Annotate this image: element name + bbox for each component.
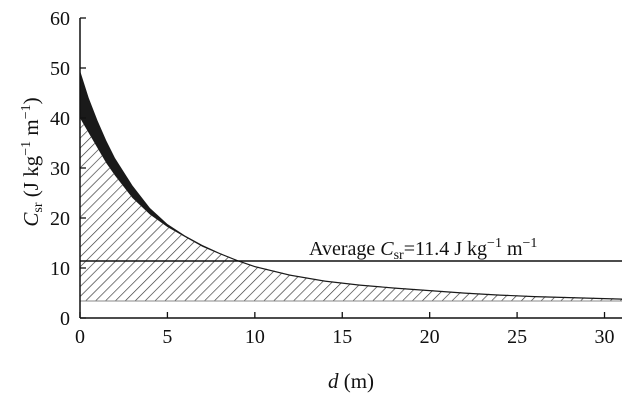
x-tick-label: 25 <box>507 326 527 348</box>
x-tick-label: 30 <box>595 326 615 348</box>
x-tick-label: 20 <box>420 326 440 348</box>
y-ticks: 0 10 20 30 40 50 60 <box>50 8 86 330</box>
x-tick-label: 5 <box>162 326 172 348</box>
y-tick-label: 10 <box>50 258 70 280</box>
x-ticks: 0 5 10 15 20 25 30 <box>75 312 615 348</box>
y-tick-label: 20 <box>50 208 70 230</box>
plot-area: Average Csr=11.4 J kg−1 m−1 <box>80 70 622 302</box>
x-tick-label: 10 <box>245 326 265 348</box>
y-tick-label: 40 <box>50 108 70 130</box>
average-label: Average Csr=11.4 J kg−1 m−1 <box>309 236 537 263</box>
y-tick-label: 0 <box>60 308 70 330</box>
y-tick-label: 60 <box>50 8 70 30</box>
y-tick-label: 50 <box>50 58 70 80</box>
y-tick-label: 30 <box>50 158 70 180</box>
hatched-area <box>80 118 622 301</box>
axes: 0 5 10 15 20 25 30 0 10 20 30 40 50 60 <box>50 8 622 348</box>
y-axis-title: Csr (J kg−1 m−1) <box>19 97 46 226</box>
x-tick-label: 15 <box>332 326 352 348</box>
x-tick-label: 0 <box>75 326 85 348</box>
x-axis-title: d (m) <box>328 369 374 393</box>
